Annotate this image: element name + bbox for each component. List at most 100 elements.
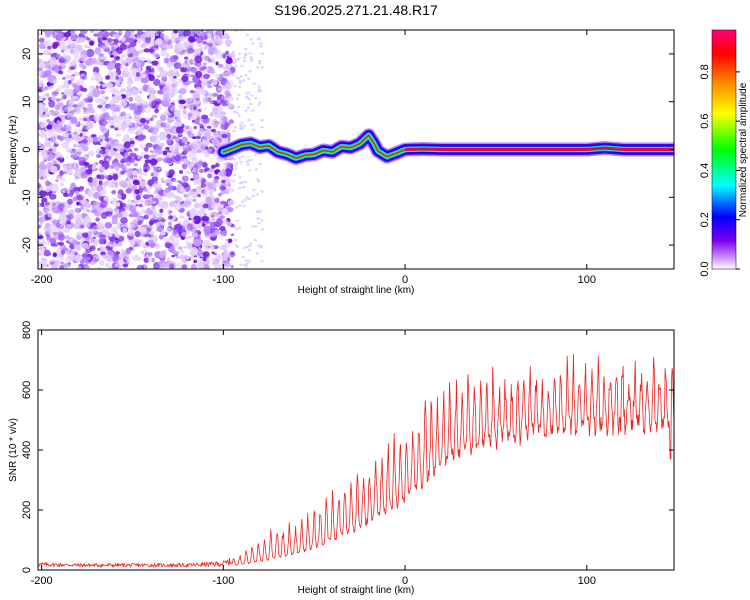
noise-blob — [149, 45, 156, 50]
noise-blob — [144, 159, 152, 164]
noise-blob — [175, 196, 183, 204]
noise-blob — [154, 53, 160, 58]
noise-blob — [193, 106, 197, 110]
noise-blob — [181, 175, 189, 182]
noise-blob — [126, 51, 131, 55]
noise-blob — [57, 85, 65, 90]
noise-blob — [74, 47, 79, 53]
noise-blob — [135, 71, 141, 78]
noise-blob — [211, 56, 216, 60]
snr-y-label: SNR (10 * v/v) — [8, 418, 19, 482]
noise-blob — [231, 50, 235, 54]
noise-blob — [191, 142, 196, 147]
noise-blob — [143, 124, 149, 130]
noise-blob — [181, 75, 189, 82]
noise-blob — [257, 221, 261, 225]
noise-blob — [41, 146, 46, 153]
noise-blob — [115, 34, 120, 39]
noise-blob — [48, 99, 56, 108]
noise-blob — [181, 152, 185, 155]
noise-blob — [73, 161, 78, 165]
noise-blob — [55, 53, 61, 58]
noise-blob — [49, 185, 55, 190]
noise-blob — [126, 91, 132, 96]
noise-blob — [236, 97, 240, 100]
noise-blob — [233, 84, 237, 88]
noise-blob — [122, 67, 129, 74]
noise-blob — [169, 145, 176, 152]
noise-blob — [232, 129, 236, 133]
noise-blob — [38, 83, 42, 86]
noise-blob — [251, 225, 255, 228]
noise-blob — [67, 251, 75, 260]
snr-panel: -200 -100 0 100 0 200 400 600 800 Height of str… — [8, 321, 675, 596]
noise-blob — [143, 199, 150, 207]
noise-blob — [114, 207, 119, 212]
noise-blob — [151, 99, 160, 109]
noise-blob — [209, 112, 214, 117]
noise-blob — [58, 241, 64, 246]
noise-blob — [139, 227, 148, 235]
noise-blob — [53, 64, 60, 70]
noise-blob — [249, 102, 253, 106]
noise-blob — [120, 217, 128, 224]
noise-blob — [234, 167, 238, 170]
noise-blob — [149, 200, 157, 205]
noise-blob — [178, 94, 183, 98]
noise-blob — [154, 98, 159, 102]
noise-blob — [127, 172, 135, 181]
noise-blob — [133, 147, 139, 152]
noise-blob — [112, 38, 116, 42]
noise-blob — [64, 48, 70, 53]
noise-blob — [247, 98, 251, 101]
noise-blob — [143, 214, 149, 220]
noise-blob — [192, 136, 197, 139]
noise-blob — [225, 207, 234, 212]
noise-blob — [120, 170, 125, 175]
noise-blob — [110, 104, 119, 112]
noise-blob — [226, 253, 231, 257]
noise-blob — [50, 243, 56, 247]
noise-blob — [66, 162, 74, 171]
noise-blob — [44, 187, 51, 193]
noise-blob — [97, 37, 102, 42]
noise-blob — [51, 95, 57, 102]
y-tick-label: -10 — [21, 189, 33, 205]
noise-blob — [181, 136, 188, 144]
noise-blob — [94, 47, 102, 55]
noise-blob — [49, 135, 57, 143]
noise-blob — [41, 87, 46, 92]
noise-blob — [222, 208, 228, 214]
noise-blob — [150, 30, 157, 33]
noise-blob — [228, 119, 234, 124]
noise-blob — [107, 174, 113, 179]
noise-blob — [118, 57, 125, 63]
noise-blob — [249, 158, 253, 162]
noise-blob — [168, 215, 174, 220]
noise-blob — [111, 190, 117, 194]
noise-blob — [183, 30, 191, 37]
noise-blob — [260, 190, 264, 193]
noise-blob — [235, 228, 239, 231]
noise-blob — [72, 217, 76, 220]
noise-blob — [81, 232, 89, 238]
noise-blob — [136, 128, 143, 134]
noise-blob — [153, 261, 160, 269]
noise-blob — [75, 213, 83, 220]
noise-blob — [77, 218, 83, 224]
noise-blob — [202, 96, 209, 104]
noise-blob — [151, 60, 159, 66]
y-tick-label: 400 — [21, 441, 33, 459]
noise-blob — [187, 117, 191, 121]
noise-blob — [130, 240, 136, 245]
noise-blob — [123, 134, 130, 139]
noise-blob — [238, 186, 242, 190]
noise-blob — [104, 175, 109, 178]
noise-blob — [188, 152, 196, 160]
noise-blob — [192, 198, 197, 203]
noise-blob — [222, 99, 229, 106]
noise-blob — [232, 110, 236, 114]
noise-blob — [53, 79, 58, 85]
noise-blob — [177, 30, 184, 34]
noise-blob — [173, 250, 180, 255]
